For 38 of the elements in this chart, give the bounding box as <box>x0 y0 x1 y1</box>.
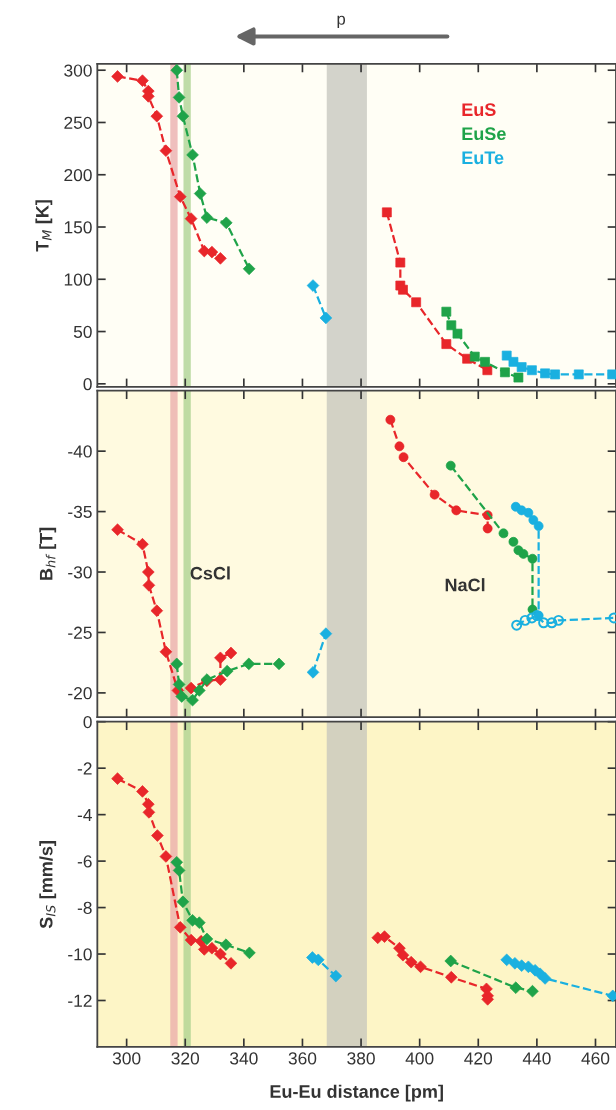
x-tick-label: 300 <box>112 1052 141 1065</box>
y-axis-title: B$_{hf}$ [T] <box>39 527 57 580</box>
x-tick-label: 400 <box>405 1052 434 1065</box>
x-tick-label: 340 <box>230 1052 258 1065</box>
y-axis-title: S$_{IS}$ [mm/s] <box>39 841 57 929</box>
y-tick-label: -20 <box>68 687 92 700</box>
x-tick-label: 360 <box>288 1052 317 1065</box>
y-tick-label: 250 <box>64 116 92 129</box>
y-tick-label: -30 <box>68 566 92 579</box>
y-tick-label: 0 <box>83 377 92 391</box>
y-tick-label: 150 <box>64 221 92 234</box>
annotation: NaCl <box>445 578 485 592</box>
text: p <box>337 15 346 29</box>
x-tick-label: 440 <box>522 1052 551 1065</box>
y-tick-label: 0 <box>83 715 92 729</box>
y-tick-label: -35 <box>68 505 92 519</box>
y-tick-label: 100 <box>64 273 92 286</box>
text: EuS <box>462 103 496 117</box>
y-tick-label: -12 <box>68 994 92 1007</box>
text: EuTe <box>462 151 504 165</box>
x-axis-title: Eu-Eu distance [pm] <box>270 1084 443 1102</box>
y-tick-label: -4 <box>77 808 92 821</box>
x-tick-label: 420 <box>464 1052 493 1065</box>
y-tick-label: -10 <box>68 948 92 961</box>
x-tick-label: 320 <box>171 1052 200 1065</box>
x-tick-label: 380 <box>347 1052 375 1065</box>
y-tick-label: -8 <box>77 901 92 915</box>
y-tick-label: -6 <box>77 855 92 868</box>
y-tick-label: 300 <box>64 64 92 77</box>
text: EuSe <box>462 127 506 141</box>
y-tick-label: -2 <box>77 762 92 775</box>
y-tick-label: -25 <box>68 626 92 639</box>
x-tick-label: 460 <box>581 1052 610 1065</box>
y-tick-label: -40 <box>68 445 92 458</box>
y-tick-label: 50 <box>73 325 92 338</box>
y-axis-title: T$_{M}$ [K] <box>35 200 53 252</box>
annotation: CsCl <box>190 566 230 580</box>
y-tick-label: 200 <box>64 168 92 182</box>
